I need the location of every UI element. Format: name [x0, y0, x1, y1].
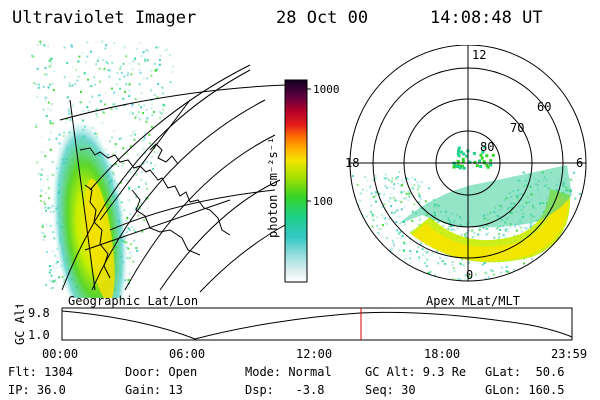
altitude-ytick-9.8: 9.8 [28, 306, 50, 320]
instrument-title: Ultraviolet Imager [12, 8, 197, 28]
altitude-plot: GC Alt 9.8 1.0 00:00 06:00 12:00 18:00 2… [13, 305, 587, 361]
coastline [79, 143, 231, 279]
time-tick-1800: 18:00 [424, 347, 460, 361]
altitude-frame [61, 307, 573, 341]
mlt-label-0: 0 [466, 268, 473, 282]
footer-info: Flt: 1304 IP: 36.0 Door: Open Gain: 13 M… [0, 365, 600, 400]
sequence-number: Seq: 30 [365, 383, 416, 397]
altitude-ylabel: GC Alt [13, 305, 27, 345]
flight-number: Flt: 1304 [8, 365, 74, 379]
mlt-label-12: 12 [472, 48, 486, 62]
mlt-label-6: 6 [576, 156, 583, 170]
lat-label-60: 60 [537, 100, 551, 114]
image-time: 14:08:48 UT [430, 8, 543, 28]
gain-value: Gain: 13 [125, 383, 183, 397]
door-status: Door: Open [125, 365, 198, 379]
geo-longitude: GLon: 160.5 [485, 383, 565, 397]
geo-latitude: GLat: 50.6 [485, 365, 565, 379]
mode-value: Mode: Normal [245, 365, 332, 379]
time-tick-0000: 00:00 [42, 347, 78, 361]
colorbar-unit-label: photon cm⁻²s⁻¹ [266, 137, 280, 238]
lat-label-70: 70 [510, 121, 524, 135]
colorbar-gradient [284, 79, 308, 283]
altitude-ytick-1.0: 1.0 [28, 328, 50, 342]
time-tick-2359: 23:59 [551, 347, 587, 361]
time-tick-0600: 06:00 [169, 347, 205, 361]
altitude-curve [61, 310, 573, 340]
image-date: 28 Oct 00 [276, 8, 369, 28]
colorbar-tick-1000: 1000 [313, 83, 340, 96]
polar-grid [349, 45, 587, 282]
geo-caption: Geographic Lat/Lon [68, 294, 199, 308]
geographic-image-panel [31, 40, 286, 298]
gc-altitude: GC Alt: 9.3 Re [365, 365, 467, 379]
mlt-label-18: 18 [345, 156, 359, 170]
colorbar: 1000 100 photon cm⁻²s⁻¹ [266, 79, 340, 283]
polar-caption: Apex MLat/MLT [426, 294, 520, 308]
ip-value: IP: 36.0 [8, 383, 66, 397]
polar-plot: 12 18 6 0 80 70 60 [345, 45, 587, 282]
colorbar-tick-100: 100 [313, 195, 333, 208]
auroral-arc-core [85, 178, 115, 298]
lat-label-80: 80 [480, 140, 494, 154]
dsp-value: Dsp: -3.8 [245, 383, 325, 397]
time-tick-1200: 12:00 [296, 347, 332, 361]
